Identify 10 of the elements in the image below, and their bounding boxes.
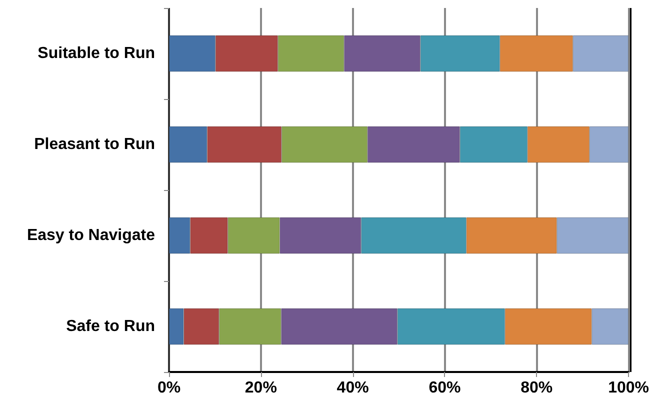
x-tick-label: 100% — [608, 380, 649, 396]
y-tick-label: Suitable to Run — [38, 45, 155, 62]
x-tick-label: 0% — [157, 380, 181, 396]
y-tick-label: Safe to Run — [66, 318, 155, 335]
x-tick-label: 20% — [244, 380, 277, 396]
x-tick-label: 80% — [520, 380, 553, 396]
x-tick-label: 40% — [336, 380, 369, 396]
y-tick-label: Easy to Navigate — [26, 227, 156, 244]
y-tick-label: Pleasant to Run — [34, 136, 155, 153]
x-tick-label: 60% — [428, 380, 461, 396]
